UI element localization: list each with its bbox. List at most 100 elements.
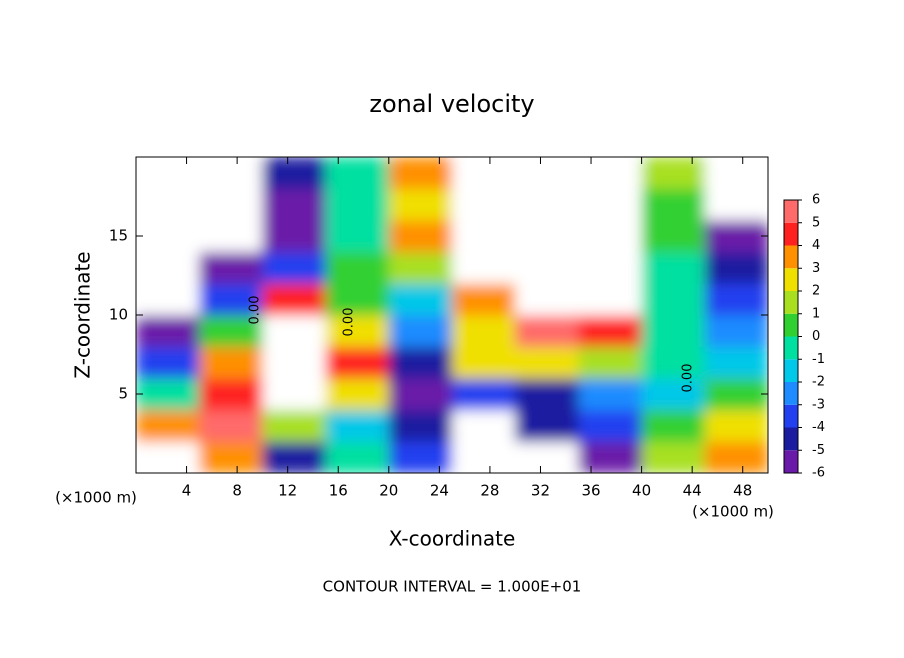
field-cell <box>452 409 516 442</box>
field-cell <box>452 315 516 348</box>
colorbar-band <box>784 427 798 451</box>
x-tick-label: 48 <box>733 482 752 500</box>
field-cell <box>452 220 516 253</box>
x-tick-label: 16 <box>329 482 348 500</box>
colorbar-band <box>784 268 798 291</box>
field-cell <box>388 441 453 473</box>
colorbar-label: -6 <box>812 466 825 481</box>
field-cell <box>388 315 453 348</box>
field-cell <box>515 157 579 190</box>
field-cell <box>199 157 263 190</box>
field-cell <box>325 220 390 253</box>
contour-label: 0.00 <box>342 308 357 337</box>
field-cell <box>325 409 390 442</box>
field-cell <box>641 315 706 348</box>
colorbar-label: -2 <box>812 375 825 390</box>
field-cell <box>388 188 453 221</box>
field-cell <box>704 441 768 473</box>
field-cell <box>325 441 390 473</box>
field-cell <box>199 346 263 379</box>
field-cell <box>578 188 643 221</box>
field-cell <box>452 441 516 473</box>
y-tick-label: 5 <box>118 385 128 403</box>
field-cell <box>136 378 200 411</box>
field-cell <box>136 283 200 316</box>
field-cell <box>515 188 579 221</box>
field-cell <box>704 188 768 221</box>
field-cell <box>262 157 327 190</box>
footer: CONTOUR INTERVAL = 1.000E+01 <box>323 578 582 596</box>
field-cell <box>325 188 390 221</box>
colorbar-label: 6 <box>812 193 820 208</box>
field-cell <box>136 409 200 442</box>
field-cell <box>515 315 579 348</box>
field-cell <box>515 220 579 253</box>
field-cell <box>325 346 390 379</box>
colorbar-label: -1 <box>812 352 825 367</box>
field-cell <box>325 157 390 190</box>
x-tick-label: 28 <box>480 482 499 500</box>
field-cell <box>515 378 579 411</box>
field-cell <box>578 315 643 348</box>
field-cell <box>199 188 263 221</box>
contour-label: 0.00 <box>681 364 696 393</box>
field-cell <box>452 251 516 284</box>
field-cell <box>136 188 200 221</box>
colorbar-band <box>784 404 798 428</box>
field-cell <box>136 346 200 379</box>
colorbar-band <box>784 222 798 246</box>
x-tick-label: 36 <box>581 482 600 500</box>
field-cell <box>199 409 263 442</box>
field-cell <box>388 378 453 411</box>
field-cell <box>578 283 643 316</box>
field-cell <box>452 157 516 190</box>
colorbar-label: 5 <box>812 215 820 230</box>
colorbar-label: -3 <box>812 397 825 412</box>
field-cell <box>515 251 579 284</box>
x-tick-label: 44 <box>683 482 702 500</box>
x-axis-label: X-coordinate <box>389 527 516 551</box>
colorbar-label: -4 <box>812 420 825 435</box>
field-cell <box>515 346 579 379</box>
field-cell <box>578 346 643 379</box>
field-cell <box>452 188 516 221</box>
field-cell <box>641 220 706 253</box>
colorbar-label: 3 <box>812 261 820 276</box>
field-cell <box>641 251 706 284</box>
field-cell <box>262 283 327 316</box>
field-cell <box>262 346 327 379</box>
field-cell <box>388 220 453 253</box>
field-cell <box>515 441 579 473</box>
field-cell <box>704 283 768 316</box>
field-cell <box>578 157 643 190</box>
field-cell <box>578 378 643 411</box>
y-tick-label: 15 <box>109 227 128 245</box>
field-cell <box>388 409 453 442</box>
field-cell <box>452 378 516 411</box>
colorbar-band <box>784 450 798 473</box>
field-cell <box>704 378 768 411</box>
field-cell <box>325 315 390 348</box>
field-cell <box>199 251 263 284</box>
field-cell <box>136 251 200 284</box>
y-tick-label: 10 <box>109 306 128 324</box>
field-cell <box>199 220 263 253</box>
colorbar-label: 0 <box>812 329 820 344</box>
x-tick-label: 40 <box>632 482 651 500</box>
field-cells <box>136 157 768 473</box>
field-cell <box>199 378 263 411</box>
field-cell <box>136 441 200 473</box>
field-cell <box>641 346 706 379</box>
field <box>136 157 768 473</box>
field-cell <box>262 188 327 221</box>
field-cell <box>325 283 390 316</box>
x-tick-label: 20 <box>379 482 398 500</box>
colorbar-band <box>784 313 798 337</box>
field-cell <box>515 283 579 316</box>
field-cell <box>136 315 200 348</box>
colorbar-label: 4 <box>812 238 820 253</box>
field-cell <box>578 441 643 473</box>
field-cell <box>262 315 327 348</box>
colorbar-band <box>784 359 798 382</box>
